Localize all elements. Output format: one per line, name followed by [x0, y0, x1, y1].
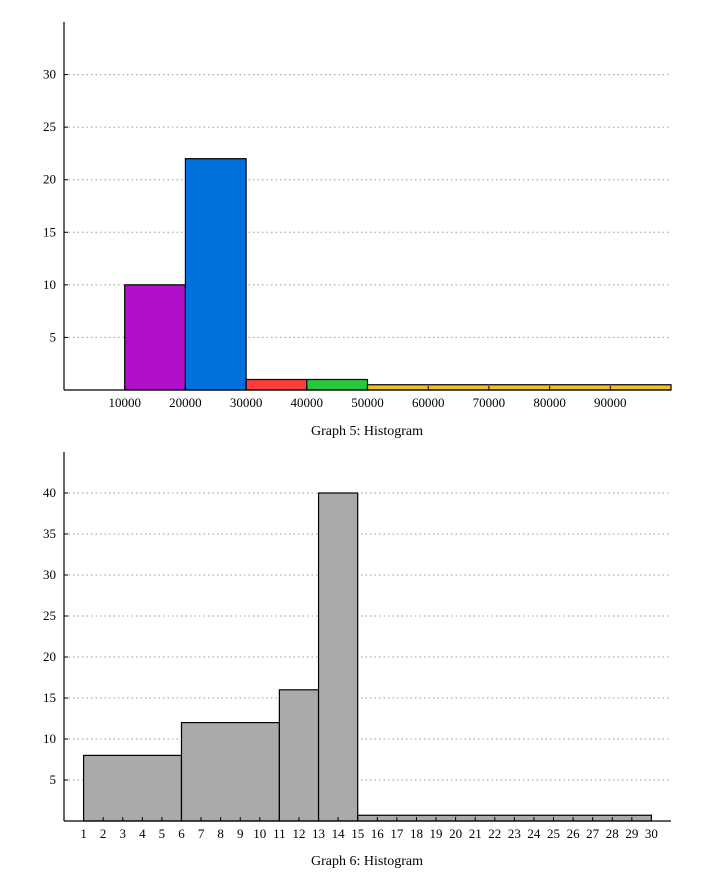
x-tick-label: 26 — [567, 826, 581, 841]
x-tick-label: 12 — [292, 826, 305, 841]
histogram-graph-5: Graph 5: Histogram 5 10 15 20 25 30 10000 20000… — [43, 22, 672, 439]
y-tick-label: 10 — [43, 277, 56, 292]
x-tick-label: 23 — [508, 826, 521, 841]
x-tick-label: 13 — [312, 826, 325, 841]
y-tick-label: 15 — [43, 224, 56, 239]
x-tick-label: 1 — [80, 826, 87, 841]
x-tick-label: 7 — [198, 826, 205, 841]
x-tick-label: 40000 — [291, 395, 324, 410]
x-tick-label: 28 — [606, 826, 619, 841]
chart-title: Graph 6: Histogram — [311, 854, 423, 869]
x-tick-label: 8 — [217, 826, 224, 841]
x-tick-label: 5 — [159, 826, 166, 841]
x-tick-label: 25 — [547, 826, 560, 841]
y-tick-label: 25 — [43, 608, 56, 623]
y-tick-label: 20 — [43, 172, 56, 187]
x-tick-label: 4 — [139, 826, 146, 841]
x-tick-label: 30000 — [230, 395, 263, 410]
y-tick-label: 15 — [43, 690, 56, 705]
y-tick-label: 5 — [50, 329, 57, 344]
histogram-bar — [278, 689, 320, 822]
y-tick-label: 40 — [43, 485, 56, 500]
x-tick-label: 21 — [469, 826, 482, 841]
y-tick-label: 30 — [43, 67, 56, 82]
x-tick-label: 27 — [586, 826, 600, 841]
y-tick-label: 30 — [43, 567, 56, 582]
x-tick-label: 2 — [100, 826, 107, 841]
x-tick-label: 10 — [253, 826, 266, 841]
y-tick-label: 10 — [43, 731, 56, 746]
x-tick-label: 6 — [178, 826, 185, 841]
y-tick-label: 20 — [43, 649, 56, 664]
x-tick-label: 80000 — [533, 395, 566, 410]
x-tick-label: 14 — [332, 826, 346, 841]
histogram-bar — [245, 378, 308, 391]
x-tick-label: 50000 — [351, 395, 384, 410]
y-tick-label: 35 — [43, 526, 56, 541]
histogram-bar — [180, 721, 280, 822]
x-tick-label: 70000 — [473, 395, 506, 410]
chart-title: Graph 5: Histogram — [311, 424, 423, 439]
x-tick-label: 16 — [371, 826, 385, 841]
x-tick-label: 30 — [645, 826, 658, 841]
x-tick-label: 17 — [390, 826, 404, 841]
histogram-bar — [184, 158, 247, 391]
x-tick-label: 3 — [119, 826, 126, 841]
histogram-bar — [357, 814, 653, 822]
x-tick-label: 15 — [351, 826, 364, 841]
x-tick-label: 20 — [449, 826, 462, 841]
x-tick-label: 11 — [273, 826, 286, 841]
y-tick-label: 25 — [43, 119, 56, 134]
x-tick-label: 60000 — [412, 395, 445, 410]
x-tick-label: 90000 — [594, 395, 627, 410]
x-tick-label: 9 — [237, 826, 244, 841]
histogram-bar — [82, 754, 183, 822]
x-tick-label: 18 — [410, 826, 423, 841]
x-tick-label: 29 — [625, 826, 638, 841]
histogram-bar — [306, 378, 369, 391]
histogram-bar — [366, 384, 672, 391]
x-tick-label: 19 — [430, 826, 443, 841]
histogram-bar — [124, 284, 186, 391]
x-tick-label: 22 — [488, 826, 501, 841]
x-tick-label: 10000 — [108, 395, 141, 410]
y-tick-label: 5 — [50, 772, 57, 787]
histogram-bar — [317, 492, 359, 822]
x-tick-label: 24 — [527, 826, 541, 841]
x-tick-label: 20000 — [169, 395, 202, 410]
